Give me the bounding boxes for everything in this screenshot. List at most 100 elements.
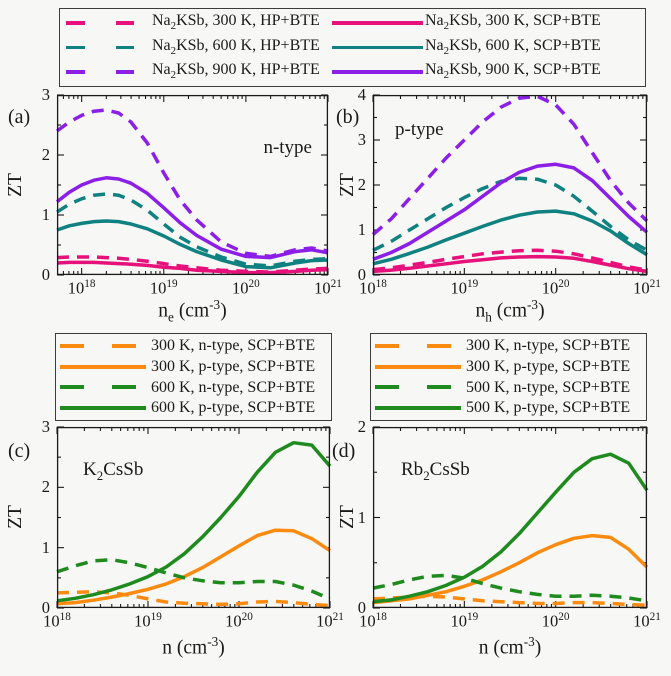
legend-line-dashed-icon — [66, 21, 134, 25]
panel-label-c: (c) — [8, 440, 31, 462]
annotation-ptype: p-type — [395, 119, 444, 140]
y-tick-label: 2 — [357, 175, 366, 194]
legend-item-label: Na2KSb, 300 K, HP+BTE — [152, 12, 320, 33]
curve-na-2-ksb-600-k-hp-bte — [56, 192, 329, 268]
panel-label-d: (d) — [332, 440, 356, 462]
legend-item-300k-n: 300 K, n-type, SCP+BTE — [56, 337, 331, 355]
curve-300-k-p-type-scp-bte — [372, 533, 649, 605]
legend-line-dashed-icon — [66, 45, 134, 50]
x-tick-label: 1020 — [541, 278, 570, 298]
plot-frame — [372, 94, 648, 276]
x-tick-label: 1018 — [359, 611, 387, 631]
y-axis-label-c: ZT — [5, 505, 26, 529]
legend-item-label: 300 K, n-type, SCP+BTE — [466, 337, 631, 355]
y-tick-label: 4 — [357, 85, 366, 104]
plot-frame — [56, 426, 331, 609]
plot-frame — [372, 426, 648, 609]
x-tick-label: 1019 — [134, 611, 162, 631]
legend-line-solid-icon — [332, 45, 423, 50]
legend-item-label: 300 K, p-type, SCP+BTE — [151, 357, 316, 375]
chart-canvas-c — [56, 426, 332, 609]
legend-top-na2ksb: Na2KSb, 300 K, HP+BTE Na2KSb, 300 K, SCP… — [59, 8, 646, 87]
legend-item-label: Na2KSb, 900 K, HP+BTE — [152, 61, 320, 82]
legend-line-dashed-icon — [60, 385, 138, 390]
y-axis-label-b: ZT — [337, 173, 358, 197]
plot-area-b: p-type 1018 1019 1020 1021 0 1 2 3 4 — [358, 85, 661, 298]
y-tick-label: 1 — [357, 507, 366, 527]
y-tick-label: 0 — [357, 598, 366, 617]
legend-item-label: Na2KSb, 600 K, HP+BTE — [152, 36, 320, 58]
x-tick-label: 1021 — [633, 611, 661, 631]
legend-item-600k-scp: Na2KSb, 600 K, SCP+BTE — [323, 37, 645, 58]
annotation-ntype: n-type — [263, 137, 312, 158]
y-tick-label: 0 — [41, 265, 50, 284]
plot-area-c: K2CsSb 1018 1019 1020 1021 0 1 2 3 — [42, 417, 344, 631]
x-tick-label: 1020 — [541, 611, 570, 631]
series-group — [56, 440, 332, 608]
y-tick-label: 0 — [357, 265, 366, 284]
legend-rb2cssb: 300 K, n-type, SCP+BTE 300 K, p-type, SC… — [370, 333, 647, 421]
series-group — [372, 452, 649, 608]
legend-item-300k-hp: Na2KSb, 300 K, HP+BTE — [60, 12, 323, 33]
curve-na-2-ksb-900-k-scp-bte — [55, 176, 329, 260]
legend-item-900k-hp: Na2KSb, 900 K, HP+BTE — [60, 61, 323, 82]
legend-line-dashed-icon — [375, 344, 453, 348]
legend-item-500k-n: 500 K, n-type, SCP+BTE — [371, 379, 646, 397]
series-group — [371, 94, 649, 274]
legend-item-label: 500 K, n-type, SCP+BTE — [466, 378, 631, 396]
y-tick-label: 2 — [41, 477, 50, 497]
x-tick-label: 1021 — [314, 278, 342, 298]
y-tick-label: 1 — [41, 537, 50, 557]
legend-item-500k-p: 500 K, p-type, SCP+BTE — [371, 399, 646, 417]
curve-300-k-p-type-scp-bte — [56, 528, 331, 606]
x-tick-label: 1020 — [225, 611, 253, 631]
curve-500-k-n-type-scp-bte — [372, 573, 648, 603]
chart-canvas-b — [371, 94, 649, 276]
legend-line-solid-icon — [60, 364, 146, 369]
y-axis-label-d: ZT — [337, 505, 358, 529]
x-axis-label-d: n (cm-3) — [478, 634, 542, 659]
x-tick-label: 1018 — [43, 611, 71, 631]
y-tick-label: 2 — [357, 417, 366, 436]
legend-item-label: Na2KSb, 600 K, SCP+BTE — [425, 36, 601, 58]
x-axis-label-a: ne (cm-3) — [158, 297, 227, 325]
legend-line-solid-icon — [60, 406, 146, 410]
panel-label-b: (b) — [336, 106, 360, 128]
legend-item-label: Na2KSb, 300 K, SCP+BTE — [425, 12, 601, 33]
x-tick-label: 1018 — [67, 278, 96, 298]
curve-na-2-ksb-600-k-scp-bte — [372, 209, 648, 266]
legend-item-600k-p: 600 K, p-type, SCP+BTE — [56, 399, 331, 417]
legend-item-600k-hp: Na2KSb, 600 K, HP+BTE — [60, 37, 323, 58]
curve-600-k-p-type-scp-bte — [56, 440, 332, 603]
legend-item-300k-p: 300 K, p-type, SCP+BTE — [371, 358, 646, 376]
x-tick-label: 1019 — [149, 278, 178, 298]
legend-item-label: Na2KSb, 900 K, SCP+BTE — [425, 61, 601, 82]
legend-item-label: 500 K, p-type, SCP+BTE — [466, 399, 631, 417]
plot-area-d: Rb2CsSb 1018 1019 1020 1021 0 1 2 — [358, 417, 661, 631]
y-tick-label: 1 — [41, 205, 50, 224]
curve-500-k-p-type-scp-bte — [372, 452, 649, 604]
legend-row: Na2KSb, 300 K, HP+BTE Na2KSb, 300 K, SCP… — [60, 12, 645, 33]
legend-line-dashed-icon — [375, 385, 453, 390]
y-axis-label-a: ZT — [5, 173, 26, 197]
y-tick-label: 2 — [41, 145, 50, 164]
y-tick-label: 0 — [41, 598, 50, 617]
curve-na-2-ksb-600-k-scp-bte — [56, 219, 329, 270]
legend-item-300k-p: 300 K, p-type, SCP+BTE — [56, 358, 331, 376]
legend-line-dashed-icon — [60, 344, 138, 348]
curve-na-2-ksb-900-k-hp-bte — [55, 108, 329, 259]
y-tick-label: 3 — [357, 130, 366, 149]
legend-item-600k-n: 600 K, n-type, SCP+BTE — [56, 379, 331, 397]
annotation-k2cssb: K2CsSb — [83, 459, 144, 483]
curve-600-k-n-type-scp-bte — [56, 557, 331, 601]
curve-na-2-ksb-900-k-hp-bte — [371, 94, 649, 236]
curve-na-2-ksb-900-k-scp-bte — [372, 162, 649, 261]
legend-row: Na2KSb, 900 K, HP+BTE Na2KSb, 900 K, SCP… — [60, 61, 645, 82]
legend-line-solid-icon — [375, 364, 461, 369]
panel-label-a: (a) — [8, 106, 31, 128]
y-tick-label: 3 — [41, 417, 50, 436]
x-tick-label: 1018 — [359, 278, 387, 298]
y-tick-label: 3 — [41, 85, 50, 104]
legend-item-900k-scp: Na2KSb, 900 K, SCP+BTE — [323, 61, 645, 82]
chart-canvas-a — [55, 94, 329, 276]
